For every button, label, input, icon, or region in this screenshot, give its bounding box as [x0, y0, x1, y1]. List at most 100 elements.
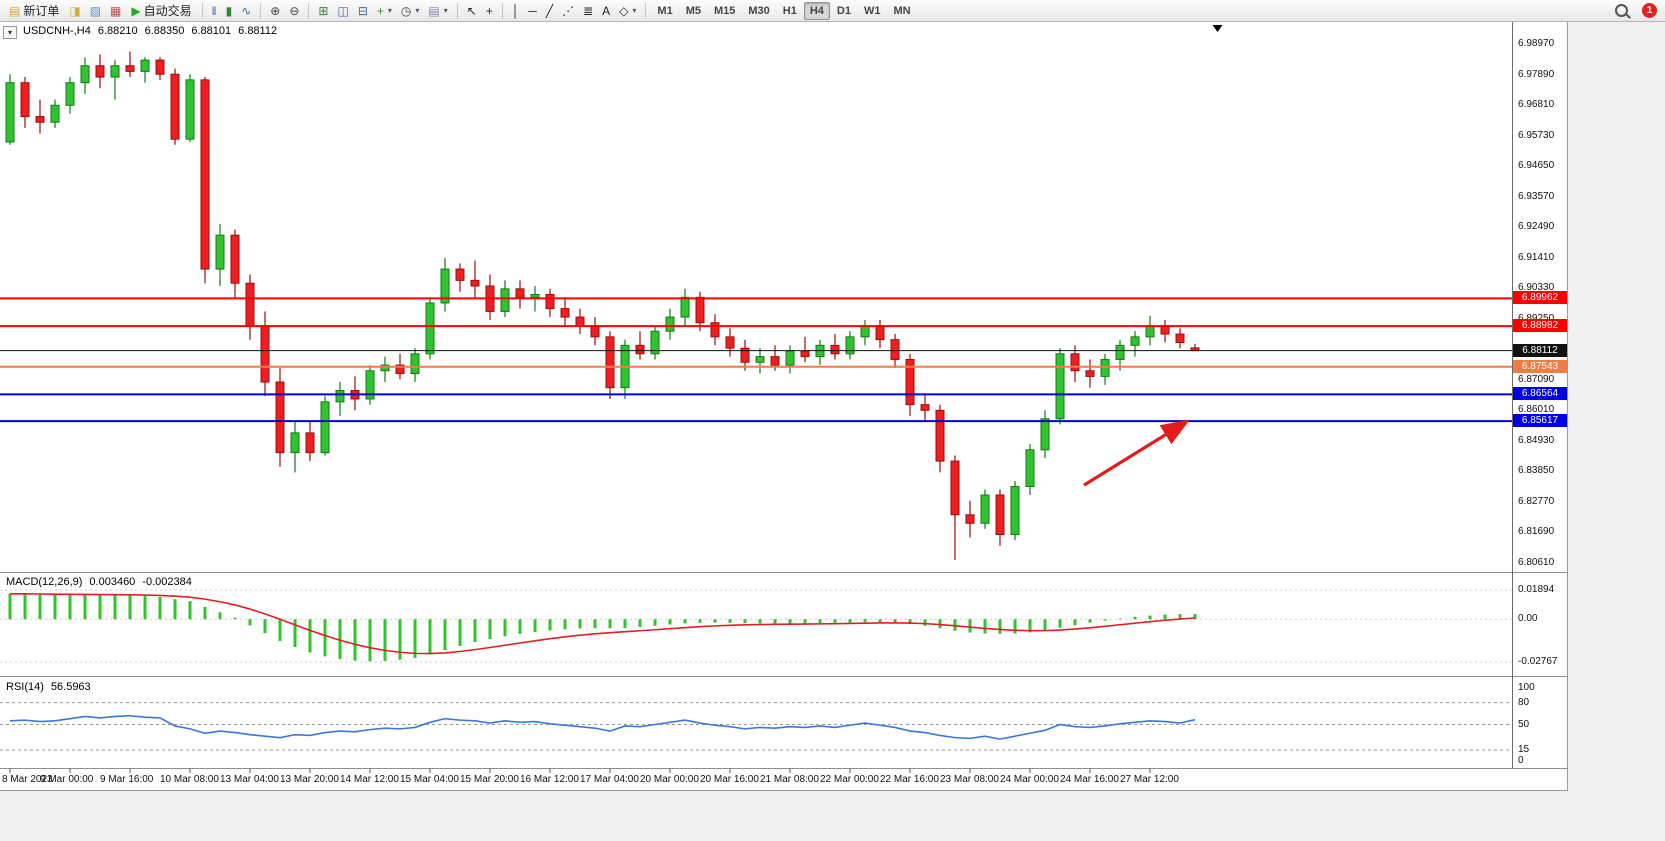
cascade-windows-button[interactable]: ⊟ — [354, 2, 372, 20]
vertical-line-button[interactable]: │ — [508, 2, 524, 20]
add-indicator-button[interactable]: + ▾ — [373, 2, 396, 20]
text-label-icon: A — [602, 3, 611, 18]
timeframe-m1-button[interactable]: M1 — [651, 2, 678, 20]
candle — [1040, 418, 1050, 451]
fibonacci-button[interactable]: ≣ — [579, 2, 597, 20]
timeframe-w1-button[interactable]: W1 — [858, 2, 887, 20]
line-chart-button[interactable]: ∿ — [237, 2, 255, 20]
dropdown-caret-icon: ▾ — [443, 6, 448, 15]
fibonacci-icon: ≣ — [583, 3, 594, 18]
zoom-in-button[interactable]: ⊕ — [266, 2, 284, 20]
timeframe-d1-button[interactable]: D1 — [831, 2, 857, 20]
timeframe-h1-button[interactable]: H1 — [777, 2, 803, 20]
rsi-line — [9, 714, 1196, 740]
candle — [440, 268, 450, 304]
trend-arrow-annotation[interactable] — [1083, 419, 1190, 487]
horizontal-line-icon: ─ — [528, 3, 537, 18]
candle — [455, 268, 465, 281]
timeframe-h4-button[interactable]: H4 — [803, 1, 830, 20]
new-order-icon: ▤ — [9, 3, 21, 18]
add-indicator-icon: + — [376, 3, 384, 18]
candle — [275, 381, 285, 454]
candle — [635, 344, 645, 355]
candle — [1100, 358, 1110, 377]
zoom-out-button[interactable]: ⊖ — [285, 2, 303, 20]
candle — [395, 364, 405, 375]
chart-canvas[interactable] — [0, 22, 1567, 790]
candles — [5, 51, 1200, 560]
vertical-line-icon: │ — [511, 3, 520, 18]
candle — [935, 409, 945, 462]
toolbar-separator — [501, 2, 503, 19]
chevron-down-icon: ▾ — [7, 28, 12, 37]
candle — [305, 432, 315, 454]
auto-trading-button[interactable]: ▶ 自动交易 — [126, 2, 196, 20]
horizontal-line-button[interactable]: ─ — [524, 2, 541, 20]
candle — [845, 336, 855, 355]
candle — [710, 322, 720, 338]
candle — [260, 325, 270, 383]
charts-icon: ◨ — [69, 3, 81, 18]
candle — [170, 73, 180, 140]
candle — [575, 316, 585, 327]
candle — [860, 325, 870, 338]
chart-window[interactable]: ▾ USDCNH-,H4 6.88210 6.88350 6.88101 6.8… — [0, 22, 1568, 791]
candle — [20, 82, 30, 118]
candle — [650, 330, 660, 355]
candlestick-chart-button[interactable]: ▮ — [222, 2, 237, 20]
arrange-windows-button[interactable]: ◫ — [333, 2, 352, 20]
candle — [605, 336, 615, 389]
timeframe-m5-button[interactable]: M5 — [680, 2, 707, 20]
dropdown-caret-icon: ▾ — [415, 6, 420, 15]
crosshair-button[interactable]: + — [482, 2, 497, 20]
candle — [1145, 325, 1155, 338]
candle — [365, 370, 375, 400]
candle — [500, 288, 510, 312]
search-icon — [1615, 4, 1628, 17]
candle — [50, 104, 60, 123]
timeframe-m15-button[interactable]: M15 — [708, 2, 741, 20]
cursor-button[interactable]: ↖ — [463, 2, 481, 20]
auto-trading-button-label: 自动交易 — [143, 4, 192, 18]
candle — [215, 234, 225, 270]
candle — [95, 65, 105, 78]
bar-chart-button[interactable]: ‖ — [208, 2, 221, 20]
template-button[interactable]: ▤ ▾ — [424, 2, 451, 20]
toolbar-separator — [201, 2, 203, 19]
equidistant-channel-button[interactable]: ⋰ — [558, 2, 578, 20]
tile-windows-button[interactable]: ⊞ — [314, 2, 332, 20]
crosshair-icon: + — [485, 3, 493, 18]
period-button[interactable]: ◷ ▾ — [397, 2, 424, 20]
dropdown-caret-icon: ▾ — [632, 6, 637, 15]
charts-button[interactable]: ◨ — [65, 2, 84, 20]
template-icon: ▤ — [428, 3, 440, 18]
search-button[interactable] — [1610, 2, 1633, 20]
candle — [665, 316, 675, 332]
cursor-icon: ↖ — [466, 3, 477, 18]
one-click-trading-toggle[interactable]: ▾ — [3, 26, 17, 39]
candle — [410, 353, 420, 375]
toolbar-separator — [645, 2, 647, 19]
notification-badge[interactable]: 1 — [1642, 3, 1657, 18]
candle — [65, 82, 75, 106]
profiles-button[interactable]: ▧ — [86, 2, 105, 20]
candle — [800, 350, 810, 358]
candle — [1055, 353, 1065, 420]
candle — [230, 234, 240, 284]
candle — [110, 65, 120, 78]
candle — [1010, 486, 1020, 536]
auto-trading-icon: ▶ — [131, 3, 141, 18]
candle — [290, 432, 300, 454]
market-watch-button[interactable]: ▦ — [106, 2, 125, 20]
candle — [740, 347, 750, 363]
text-label-button[interactable]: A — [598, 2, 614, 20]
candle — [770, 356, 780, 366]
equidistant-channel-icon: ⋰ — [562, 3, 575, 18]
trendline-button[interactable]: ╱ — [542, 2, 557, 20]
new-order-button[interactable]: ▤ 新订单 — [4, 2, 64, 20]
timeframe-m30-button[interactable]: M30 — [742, 2, 775, 20]
timeframe-mn-button[interactable]: MN — [887, 2, 916, 20]
tile-windows-icon: ⊞ — [318, 3, 329, 18]
arrows-shapes-button[interactable]: ◇ ▾ — [615, 2, 640, 20]
